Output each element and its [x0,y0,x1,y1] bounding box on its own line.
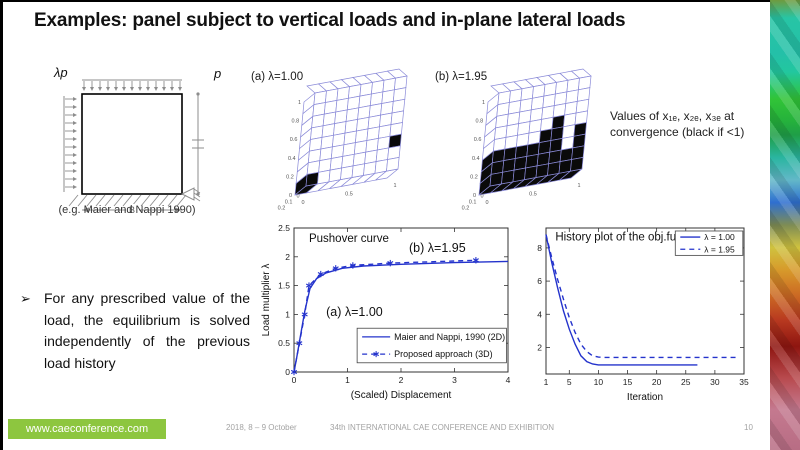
svg-text:1: 1 [393,183,396,189]
footer-conference: 34th INTERNATIONAL CAE CONFERENCE AND EX… [330,423,555,432]
svg-text:0.6: 0.6 [290,137,298,143]
svg-text:0: 0 [481,194,484,200]
svg-text:0: 0 [289,193,292,199]
svg-text:6: 6 [537,276,542,286]
svg-text:1: 1 [345,375,350,385]
svg-text:35: 35 [739,377,749,387]
svg-text:15: 15 [623,377,633,387]
svg-text:20: 20 [652,377,662,387]
svg-text:0.4: 0.4 [288,156,296,162]
svg-text:0.1: 0.1 [469,199,477,205]
slide-left-border [0,0,3,450]
svg-text:Iteration: Iteration [627,392,663,403]
svg-text:0.1: 0.1 [285,199,293,205]
svg-text:(a) λ=1.00: (a) λ=1.00 [326,305,383,319]
svg-text:1: 1 [298,100,301,106]
svg-text:0.8: 0.8 [476,119,484,125]
svg-text:0.4: 0.4 [472,156,480,162]
svg-text:0: 0 [292,375,297,385]
svg-text:1: 1 [544,377,549,387]
svg-text:(a) λ=1.00: (a) λ=1.00 [251,71,303,83]
svg-text:Proposed approach (3D): Proposed approach (3D) [394,349,493,359]
svg-text:4: 4 [506,375,511,385]
svg-text:B: B [129,205,135,215]
svg-text:1: 1 [482,100,485,106]
svg-text:3: 3 [452,375,457,385]
values-note: Values of x₁ₑ, x₂ₑ, x₃ₑ at convergence (… [610,109,745,140]
svg-text:8: 8 [537,243,542,253]
svg-text:λ = 1.00: λ = 1.00 [704,232,735,242]
svg-text:1: 1 [577,183,580,189]
svg-text:(b) λ=1.95: (b) λ=1.95 [435,71,487,83]
svg-text:10: 10 [594,377,604,387]
website-link[interactable]: www.caeconference.com [8,419,166,439]
bullet-item: ➢ For any prescribed value of the load, … [20,288,250,375]
svg-text:2.5: 2.5 [278,223,290,233]
svg-text:0.5: 0.5 [278,338,290,348]
svg-text:(Scaled) Displacement: (Scaled) Displacement [351,390,452,401]
panel-schematic: Bλp p [53,65,221,215]
svg-text:0.5: 0.5 [529,192,537,198]
svg-text:p: p [213,66,221,81]
pushover-chart: 0 1 2 3 4 0 0.5 1 1.5 2 2.5 (Scaled) Displacement Lo… [261,223,511,401]
svg-text:History plot of the obj.fun.: History plot of the obj.fun. [555,231,685,243]
svg-text:Load multiplier λ: Load multiplier λ [261,264,272,337]
svg-text:(b) λ=1.95: (b) λ=1.95 [409,241,466,255]
svg-text:1.5: 1.5 [278,281,290,291]
footer-date: 2018, 8 – 9 October [226,423,297,432]
svg-text:0: 0 [485,200,488,206]
page-number: 10 [744,423,753,432]
bullet-arrow-icon: ➢ [20,291,31,306]
svg-text:2: 2 [537,342,542,352]
svg-text:Maier and Nappi, 1990 (2D): Maier and Nappi, 1990 (2D) [394,332,505,342]
svg-text:0.6: 0.6 [474,137,482,143]
svg-text:0.2: 0.2 [470,174,478,180]
svg-text:30: 30 [710,377,720,387]
svg-text:2: 2 [399,375,404,385]
svg-text:2: 2 [285,252,290,262]
svg-text:0.8: 0.8 [292,119,300,125]
svg-text:0: 0 [301,200,304,206]
decorative-color-strip [770,0,800,450]
svg-text:0.2: 0.2 [462,205,470,211]
svg-text:5: 5 [567,377,572,387]
svg-text:0: 0 [473,193,476,199]
schematic-caption: (e.g. Maier and Nappi 1990) [58,204,196,216]
svg-text:0: 0 [297,194,300,200]
svg-text:0.2: 0.2 [286,174,294,180]
svg-text:0: 0 [285,367,290,377]
slide-top-border [0,0,800,2]
slide-title: Examples: panel subject to vertical load… [34,10,626,31]
svg-text:0.2: 0.2 [278,205,286,211]
svg-text:0.5: 0.5 [345,192,353,198]
svg-text:25: 25 [681,377,691,387]
svg-text:λ = 1.95: λ = 1.95 [704,244,735,254]
svg-text:1: 1 [285,309,290,319]
svg-text:λp: λp [53,65,68,80]
svg-text:Pushover curve: Pushover curve [309,233,389,245]
bullet-text: For any prescribed value of the load, th… [44,290,250,372]
svg-text:4: 4 [537,309,542,319]
